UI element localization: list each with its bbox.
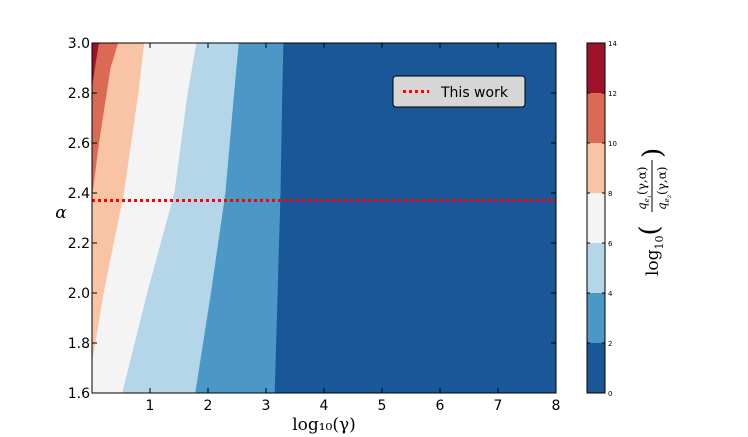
y-tick-label: 2.6 (68, 136, 90, 152)
y-tick-label: 2.2 (68, 236, 90, 252)
colorbar-tick-label: 12 (608, 90, 617, 98)
colorbar-tick-label: 0 (608, 390, 612, 398)
contour-band-12 (92, 43, 99, 88)
colorbar-band-12 (587, 43, 605, 93)
contour-regions (92, 43, 284, 393)
x-axis-label: log₁₀(γ) (292, 415, 356, 435)
legend-box (392, 75, 526, 108)
colorbar-tick-label: 2 (608, 340, 612, 348)
x-tick-label: 6 (436, 398, 445, 414)
legend: This work (392, 75, 526, 108)
colorbar-band-10 (587, 93, 605, 143)
y-axis-label: α (55, 203, 67, 223)
svg-text:qe2(γ,α): qe2(γ,α) (655, 167, 673, 210)
x-tick-label: 7 (494, 398, 503, 414)
y-tick-label: 1.6 (68, 386, 90, 402)
y-axis-ticks: 1.6 1.8 2.0 2.2 2.4 2.6 2.8 3.0 (68, 36, 556, 402)
svg-text:log10(: log10( (635, 225, 666, 276)
colorbar-band-8 (587, 143, 605, 193)
x-tick-label: 2 (204, 398, 213, 414)
colorbar (587, 43, 605, 393)
x-axis-ticks: 1 2 3 4 5 6 7 8 (146, 43, 561, 414)
colorbar-frame (586, 42, 606, 394)
x-tick-label: 4 (320, 398, 329, 414)
svg-text:): ) (638, 148, 668, 158)
colorbar-tick-label: 8 (608, 190, 612, 198)
x-tick-label: 1 (146, 398, 155, 414)
colorbar-band-4 (587, 243, 605, 293)
y-tick-label: 3.0 (68, 36, 90, 52)
contour-band-8 (92, 43, 145, 363)
y-tick-label: 2.4 (68, 186, 90, 202)
x-tick-label: 8 (552, 398, 561, 414)
x-tick-label: 3 (262, 398, 271, 414)
colorbar-band-6 (587, 193, 605, 243)
y-tick-label: 2.0 (68, 286, 90, 302)
colorbar-tick-label: 6 (608, 240, 613, 248)
legend-label: This work (440, 85, 509, 101)
y-tick-label: 1.8 (68, 336, 90, 352)
colorbar-tick-label: 14 (608, 40, 617, 48)
x-tick-label: 5 (378, 398, 387, 414)
colorbar-tick-label: 4 (608, 290, 613, 298)
colorbar-tick-label: 10 (608, 140, 617, 148)
colorbar-label: log10( qe1(γ,α) qe2(γ,α) ) (635, 148, 673, 276)
contour-band-10 (92, 43, 119, 198)
colorbar-band-0 (587, 343, 605, 393)
svg-text:qe1(γ,α): qe1(γ,α) (635, 167, 653, 210)
y-tick-label: 2.8 (68, 86, 90, 102)
colorbar-band-2 (587, 293, 605, 343)
